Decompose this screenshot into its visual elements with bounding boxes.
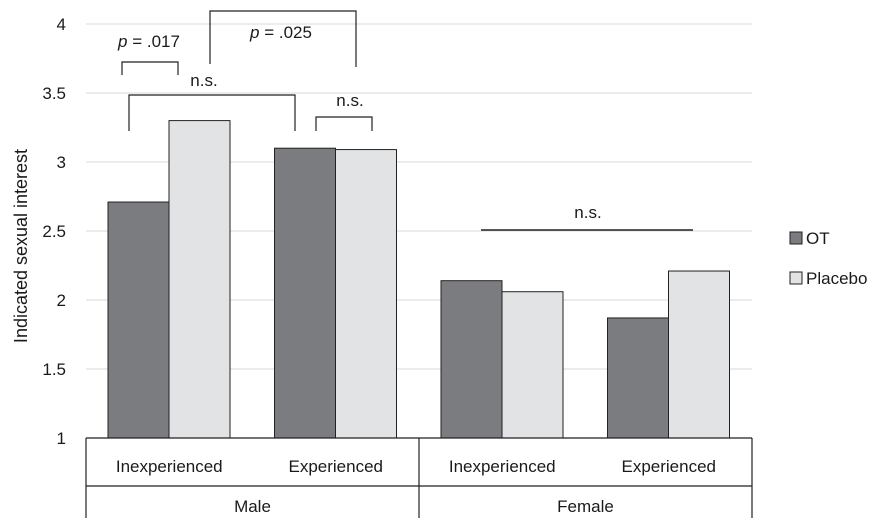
bracket-male-experienced <box>315 116 373 131</box>
y-tick-label: 3 <box>57 153 66 172</box>
annotation-p-017-value: = .017 <box>127 32 179 51</box>
x-category-label: Experienced <box>288 457 383 476</box>
x-axis-categories: Inexperienced Experienced Inexperienced Exp… <box>116 457 716 516</box>
y-tick-label: 2.5 <box>42 222 66 241</box>
y-tick-label: 1.5 <box>42 360 66 379</box>
y-tick-label: 3.5 <box>42 84 66 103</box>
bar-ot-2 <box>440 280 503 439</box>
annotation-p-025-value: = .025 <box>259 23 311 42</box>
x-category-label: Experienced <box>621 457 716 476</box>
bar-placebo-2 <box>501 291 564 439</box>
y-tick-label: 1 <box>57 429 66 448</box>
legend-swatch-ot <box>789 231 803 245</box>
bar-ot-0 <box>107 201 170 439</box>
bar-ot-3 <box>607 317 669 439</box>
legend: OT Placebo <box>789 229 867 288</box>
legend-label-placebo: Placebo <box>806 269 867 288</box>
annotation-ns-female: n.s. <box>574 203 601 222</box>
bars <box>107 120 730 439</box>
legend-swatch-placebo <box>789 271 803 285</box>
annotation-p-025: p = .025 <box>249 23 312 42</box>
bar-placebo-1 <box>335 149 397 439</box>
bar-placebo-3 <box>668 270 730 439</box>
annotation-p-017-p: p <box>117 32 127 51</box>
bar-placebo-0 <box>168 120 231 439</box>
bar-ot-1 <box>274 147 336 439</box>
legend-label-ot: OT <box>806 229 830 248</box>
bracket-male-inexp-vs-exp <box>128 94 296 131</box>
annotation-ns-male-experienced: n.s. <box>336 91 363 110</box>
x-group-label: Female <box>557 497 614 516</box>
x-category-label: Inexperienced <box>449 457 556 476</box>
x-category-label: Inexperienced <box>116 457 223 476</box>
x-group-label: Male <box>234 497 271 516</box>
y-axis-label: Indicated sexual interest <box>11 149 31 343</box>
y-tick-label: 4 <box>57 15 66 34</box>
x-axis-dividers <box>85 438 753 518</box>
significance-annotations: p = .017 p = .025 n.s. n.s. n.s. <box>117 10 693 231</box>
bracket-placebo-comparison <box>209 10 357 67</box>
y-axis-ticks: 1 1.5 2 2.5 3 3.5 4 <box>42 15 66 448</box>
bracket-male-inexperienced <box>121 61 179 75</box>
annotation-ns-male-groups: n.s. <box>190 71 217 90</box>
y-tick-label: 2 <box>57 291 66 310</box>
annotation-p-017: p = .017 <box>117 32 180 51</box>
annotation-p-025-p: p <box>249 23 259 42</box>
